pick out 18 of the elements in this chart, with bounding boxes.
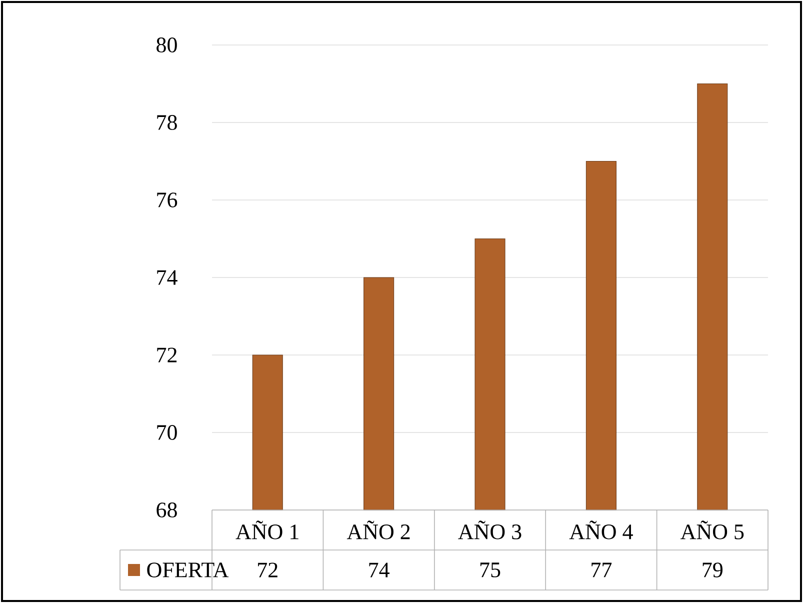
data-label: 74	[369, 562, 390, 578]
y-tick-label: 76	[157, 192, 178, 208]
x-tick-label: AÑO 2	[346, 520, 410, 540]
y-tick-label: 74	[157, 270, 178, 285]
y-tick-label: 80	[156, 38, 177, 52]
data-label: 77	[592, 562, 612, 578]
x-tick-label: AÑO 5	[680, 520, 744, 540]
y-tick-label: 68	[156, 502, 177, 518]
y-tick-label: 72	[157, 348, 177, 362]
legend-label: OFERTA	[147, 562, 229, 578]
y-tick-label: 78	[157, 115, 177, 130]
y-tick-label: 70	[157, 425, 177, 440]
x-tick-label: AÑO 3	[458, 520, 522, 540]
x-tick-label: AÑO 1	[236, 520, 298, 540]
data-label: 79	[702, 562, 722, 578]
data-label: 72	[258, 562, 278, 578]
data-label: 75	[480, 562, 500, 578]
x-tick-label: AÑO 4	[569, 520, 633, 540]
